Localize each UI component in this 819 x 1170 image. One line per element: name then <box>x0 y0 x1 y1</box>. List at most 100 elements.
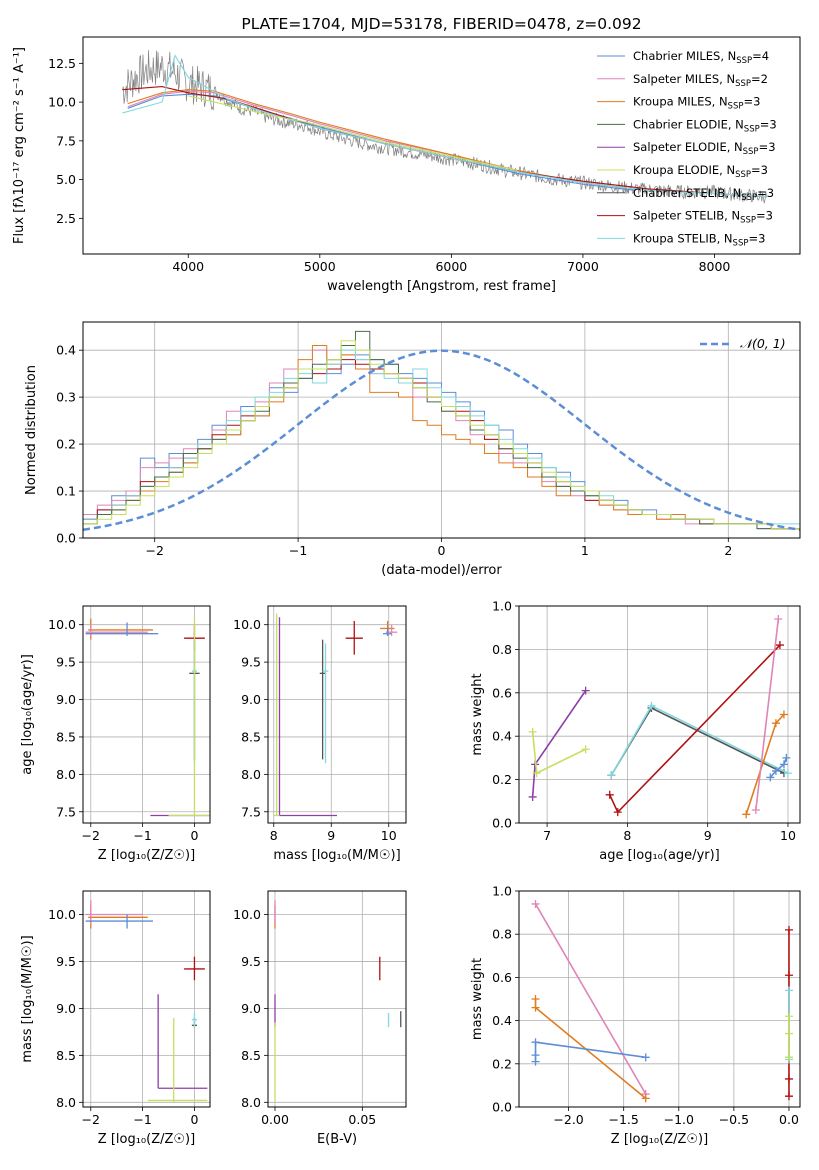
data-point <box>751 805 760 814</box>
data-point <box>784 1053 793 1062</box>
x-tick-label: −0.5 <box>719 1112 749 1127</box>
plot-frame <box>518 605 801 824</box>
x-tick-label: 7000 <box>567 259 599 274</box>
series-line <box>610 706 785 776</box>
x-tick-label: −2 <box>82 828 100 843</box>
plot-area <box>85 900 208 1103</box>
chart-massweight-vs-Z: −2.0 −1.5 −1.0 −0.5 0.0 0.0 0.2 0.4 0.6 0.8 1.0 Z [… <box>470 884 801 1147</box>
data-point <box>782 753 791 762</box>
data-point <box>531 1003 540 1012</box>
legend-label: Salpeter ELODIE, NSSP=3 <box>633 140 776 157</box>
histogram-step <box>83 340 800 530</box>
plot-frame <box>82 321 801 539</box>
y-tick-label: 0.6 <box>492 685 512 700</box>
chart-spectrum: 4000 5000 6000 7000 8000 2.5 5.0 7.5 10.0 12.5 wav… <box>12 15 801 294</box>
y-axis-label: mass weight <box>470 958 485 1040</box>
plot-frame <box>82 890 211 1108</box>
y-tick-label: 8.0 <box>56 767 76 782</box>
data-point <box>613 808 622 817</box>
series-line <box>531 731 586 775</box>
model-line <box>127 89 636 190</box>
data-point <box>784 971 793 980</box>
y-tick-label: 8.5 <box>56 1048 76 1063</box>
error-cross <box>157 994 208 1089</box>
data-point <box>779 710 788 719</box>
x-tick-label: 8 <box>270 828 278 843</box>
y-tick-label: 0.6 <box>492 970 512 985</box>
y-axis-label: age [log₁₀(age/yr)] <box>20 654 35 775</box>
x-tick-label: −2.0 <box>553 1112 583 1127</box>
series-line <box>534 999 647 1099</box>
data-point <box>784 925 793 934</box>
y-tick-label: 2.5 <box>56 211 76 226</box>
x-tick-label: 0.0 <box>779 1112 799 1127</box>
legend-label: Salpeter MILES, NSSP=2 <box>633 72 768 89</box>
error-cross <box>273 613 280 817</box>
y-tick-label: 9.0 <box>241 1001 261 1016</box>
x-axis-label: wavelength [Angstrom, rest frame] <box>327 279 556 294</box>
y-tick-label: 10.0 <box>48 907 76 922</box>
data-point <box>774 615 783 624</box>
error-cross <box>85 914 153 929</box>
y-tick-label: 1.0 <box>492 884 512 899</box>
series-line <box>534 1041 646 1062</box>
data-point <box>528 792 537 801</box>
y-tick-label: 0.4 <box>492 729 512 744</box>
x-axis-label: age [log₁₀(age/yr)] <box>599 848 720 863</box>
x-axis-label: E(B-V) <box>317 1132 357 1147</box>
chart-mass-vs-Z: −2 −1 0 8.0 8.5 9.0 9.5 10.0 Z [log₁₀(Z/Z☉)] mass… <box>20 890 211 1147</box>
y-tick-label: 9.5 <box>241 655 261 670</box>
y-tick-label: 0.0 <box>56 531 76 546</box>
legend-label: Salpeter STELIB, NSSP=3 <box>633 209 773 226</box>
y-axis-label: mass [log₁₀(M/M☉)] <box>20 935 35 1062</box>
y-tick-label: 0.4 <box>492 1013 512 1028</box>
data-point <box>783 769 792 778</box>
y-tick-label: 10.0 <box>48 617 76 632</box>
gaussian-curve <box>83 349 800 532</box>
plot-area <box>85 617 210 817</box>
data-point <box>528 727 537 736</box>
data-point <box>766 773 775 782</box>
x-tick-label: 10 <box>381 828 397 843</box>
y-tick-label: 9.5 <box>56 655 76 670</box>
y-tick-label: 8.5 <box>241 729 261 744</box>
y-tick-label: 10.0 <box>233 617 261 632</box>
plot-frame <box>267 605 407 824</box>
x-tick-label: −1.5 <box>609 1112 639 1127</box>
data-point <box>531 995 540 1003</box>
y-tick-label: 7.5 <box>56 804 76 819</box>
y-tick-label: 0.4 <box>56 343 76 358</box>
x-axis-label: Z [log₁₀(Z/Z☉)] <box>611 1132 708 1147</box>
y-tick-label: 9.0 <box>56 692 76 707</box>
data-point <box>647 701 656 710</box>
x-axis-label: Z [log₁₀(Z/Z☉)] <box>98 848 195 863</box>
error-cross <box>168 617 210 817</box>
x-tick-label: −1 <box>133 1112 151 1127</box>
y-tick-label: 9.0 <box>56 1001 76 1016</box>
y-tick-label: 9.0 <box>241 692 261 707</box>
series-line <box>534 903 647 1095</box>
data-point <box>742 810 751 819</box>
data-point <box>605 790 614 799</box>
x-tick-label: 8000 <box>699 259 731 274</box>
data-point <box>784 1074 793 1083</box>
y-tick-label: 0.8 <box>492 927 512 942</box>
data-point <box>531 1051 540 1060</box>
x-tick-label: 0 <box>438 543 446 558</box>
x-tick-label: −2 <box>145 543 163 558</box>
data-point <box>771 766 780 775</box>
plot-area <box>531 899 793 1103</box>
error-cross <box>88 905 148 929</box>
series-line <box>755 618 780 811</box>
y-tick-label: 0.1 <box>56 484 76 499</box>
legend-label: Chabrier MILES, NSSP=4 <box>633 49 769 66</box>
series-line <box>531 690 587 798</box>
data-point <box>532 769 541 778</box>
legend-label: 𝒩(0, 1) <box>740 336 786 351</box>
data-point <box>531 1038 540 1047</box>
x-tick-label: 5000 <box>304 259 336 274</box>
legend: Chabrier MILES, NSSP=4 Salpeter MILES, NS… <box>597 49 777 248</box>
data-point <box>784 986 793 995</box>
x-axis-label: (data-model)/error <box>381 563 502 578</box>
error-cross <box>85 622 159 636</box>
